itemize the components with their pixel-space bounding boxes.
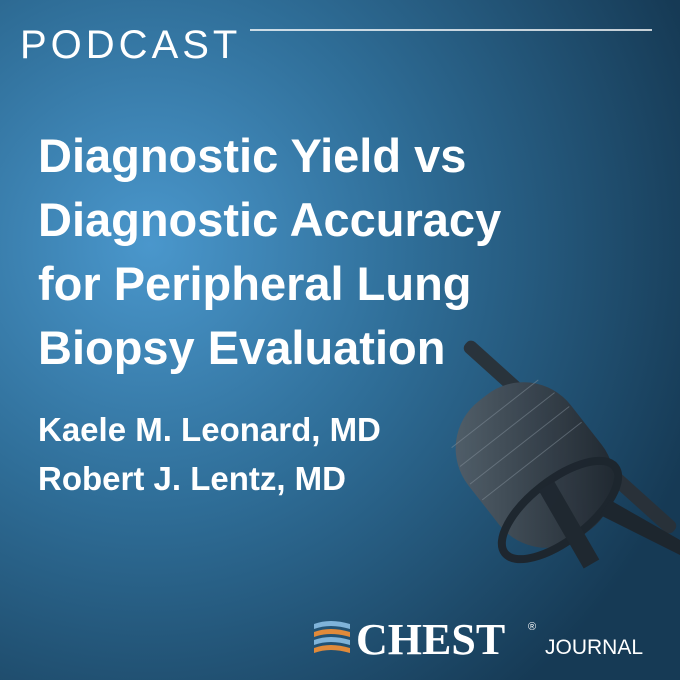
title-line: for Peripheral Lung: [38, 257, 472, 310]
logo-suffix: JOURNAL: [545, 636, 643, 659]
title-line: Diagnostic Accuracy: [38, 193, 501, 246]
logo: CHEST ® JOURNAL: [314, 615, 643, 664]
author: Kaele M. Leonard, MD: [38, 411, 381, 448]
authors: Kaele M. Leonard, MD Robert J. Lentz, MD: [38, 411, 381, 497]
logo-icon: [314, 621, 350, 653]
logo-name: CHEST: [356, 615, 505, 664]
logo-mark: ®: [528, 621, 536, 633]
header-label: PODCAST: [20, 23, 241, 67]
title-line: Biopsy Evaluation: [38, 321, 445, 374]
microphone: [451, 340, 680, 569]
author: Robert J. Lentz, MD: [38, 460, 346, 497]
title: Diagnostic Yield vs Diagnostic Accuracy …: [38, 129, 501, 374]
title-line: Diagnostic Yield vs: [38, 129, 466, 182]
